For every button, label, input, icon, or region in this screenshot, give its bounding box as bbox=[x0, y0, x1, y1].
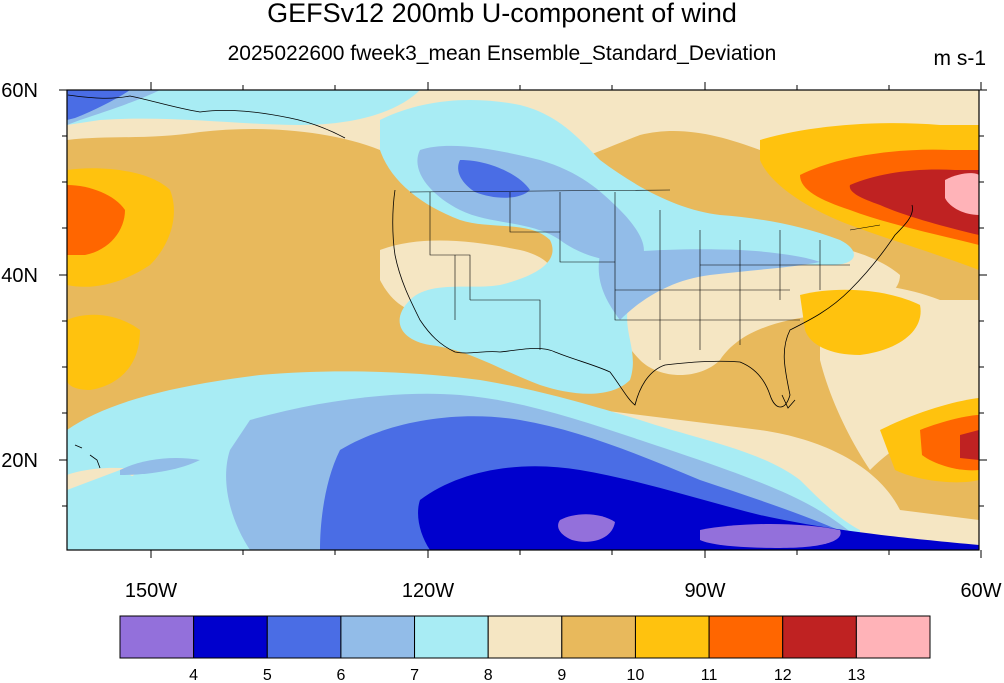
contour-10-west-pacific bbox=[67, 314, 140, 390]
alaska-coast bbox=[67, 94, 346, 139]
colorbar-label: 7 bbox=[410, 667, 419, 683]
colorbar-label: 8 bbox=[484, 667, 493, 683]
contour-11-northpac bbox=[67, 185, 125, 255]
colorbar-swatch bbox=[634, 615, 710, 659]
lat-label: 20N bbox=[1, 450, 38, 472]
contour-7-pacific bbox=[120, 458, 200, 475]
coastlines bbox=[67, 94, 913, 469]
contour-13-northeast bbox=[945, 173, 979, 215]
us-canada-border bbox=[409, 189, 671, 193]
colorbar-swatch bbox=[487, 615, 563, 659]
colorbar-label: 11 bbox=[701, 667, 718, 683]
colorbar-swatch bbox=[340, 615, 416, 659]
lon-label: 90W bbox=[684, 580, 725, 602]
border-northeast bbox=[779, 224, 881, 300]
colorbar-label: 4 bbox=[189, 667, 198, 683]
hawaii bbox=[74, 444, 101, 469]
colorbar-label: 9 bbox=[557, 667, 566, 683]
contour-7-midwest bbox=[598, 249, 820, 320]
colorbar-swatch bbox=[708, 615, 784, 659]
colorbar-swatch bbox=[855, 615, 931, 659]
lat-label: 60N bbox=[1, 80, 38, 102]
border-southwest bbox=[454, 255, 541, 350]
lat-label: 40N bbox=[1, 265, 38, 287]
map-title: GEFSv12 200mb U-component of wind bbox=[267, 0, 737, 28]
colorbar-label: 6 bbox=[336, 667, 345, 683]
colorbar-label: 13 bbox=[847, 667, 865, 683]
cuba-hint bbox=[781, 394, 796, 409]
lon-label: 120W bbox=[402, 580, 454, 602]
contour-10-atlantic bbox=[800, 289, 921, 355]
colorbar-label: 10 bbox=[627, 667, 645, 683]
contour-4-b bbox=[700, 524, 841, 548]
contour-12-caribbean bbox=[960, 430, 979, 460]
border-horizontal bbox=[615, 264, 850, 321]
units-label: m s-1 bbox=[933, 47, 987, 70]
contour-4-a bbox=[558, 514, 615, 542]
contour-6-alaska bbox=[67, 90, 130, 120]
border-plains bbox=[559, 192, 660, 321]
lon-axis: 150W 120W 90W 60W bbox=[125, 82, 1002, 602]
contour-8-sw bbox=[67, 470, 140, 510]
lon-label: 60W bbox=[960, 580, 1001, 602]
colorbar-swatch bbox=[193, 615, 268, 659]
colorbar-label: 5 bbox=[263, 667, 272, 683]
colorbar-swatch bbox=[561, 615, 636, 659]
contour-6-north bbox=[458, 160, 530, 198]
plot-frame bbox=[66, 89, 980, 551]
colorbar: 4 5 6 7 8 9 10 11 12 13 bbox=[119, 615, 931, 683]
us-coast bbox=[392, 189, 913, 408]
contour-8-northwest bbox=[67, 90, 420, 125]
filled-contours bbox=[67, 90, 979, 550]
colorbar-label: 12 bbox=[774, 667, 792, 683]
border-west1 bbox=[429, 192, 471, 300]
contour-5-south bbox=[418, 466, 979, 550]
colorbar-swatch bbox=[782, 615, 857, 659]
map-subtitle: 2025022600 fweek3_mean Ensemble_Standard… bbox=[227, 42, 777, 65]
state-borders bbox=[409, 189, 881, 360]
colorbar-swatch bbox=[266, 615, 342, 659]
lat-axis: 60N 40N 20N bbox=[1, 80, 987, 507]
lon-label: 150W bbox=[125, 580, 177, 602]
colorbar-swatch bbox=[119, 615, 195, 659]
colorbar-swatch bbox=[414, 615, 489, 659]
